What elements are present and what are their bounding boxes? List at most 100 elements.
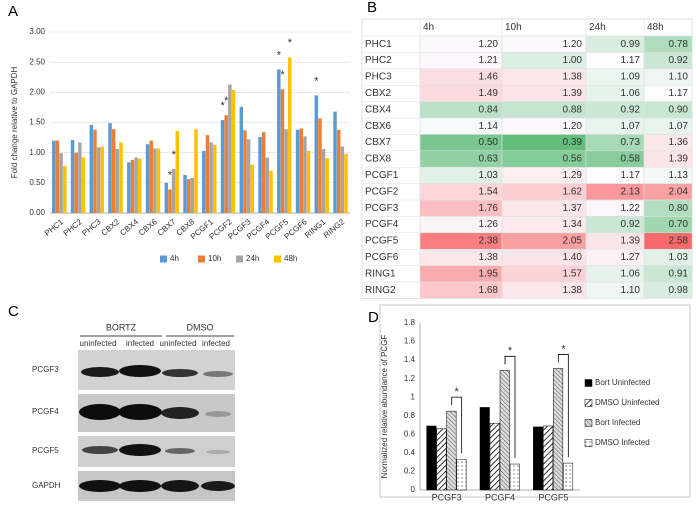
cell-value: 1.09 bbox=[621, 72, 641, 83]
legend-label: 4h bbox=[170, 254, 179, 263]
bar bbox=[108, 123, 112, 213]
blot-row-label: PCGF4 bbox=[32, 407, 59, 416]
y-tick-label: 0.00 bbox=[29, 208, 45, 217]
legend-label: Bort Infected bbox=[595, 418, 640, 427]
significance-mark: * bbox=[221, 100, 226, 112]
legend-swatch bbox=[160, 255, 167, 263]
legend-swatch bbox=[584, 399, 593, 407]
legend-swatch bbox=[236, 255, 243, 263]
cell-value: 0.99 bbox=[621, 39, 641, 50]
significance-mark: * bbox=[168, 169, 173, 181]
bar bbox=[228, 84, 232, 214]
cell-value: 1.49 bbox=[479, 88, 499, 99]
y-axis-label: Normalized relative abundance of PCGF bbox=[380, 335, 389, 479]
cell-value: 1.62 bbox=[563, 186, 583, 197]
cell-value: 1.10 bbox=[669, 72, 689, 83]
cell-value: 1.38 bbox=[563, 285, 583, 296]
cell-value: 2.05 bbox=[563, 236, 583, 247]
bar bbox=[190, 178, 195, 213]
bar bbox=[224, 115, 228, 213]
cell-value: 0.39 bbox=[563, 137, 583, 148]
cell-value: 0.70 bbox=[669, 219, 689, 230]
cell-value: 1.29 bbox=[563, 170, 583, 181]
cell-value: 1.26 bbox=[479, 219, 499, 230]
bar bbox=[303, 136, 307, 213]
row-header: PCGF6 bbox=[365, 252, 399, 263]
cell-value: 1.95 bbox=[479, 268, 499, 279]
panel-label: C bbox=[8, 303, 19, 320]
bar bbox=[479, 407, 490, 491]
row-header: RING1 bbox=[365, 268, 396, 279]
bar bbox=[321, 149, 326, 213]
row-header: PCGF2 bbox=[365, 186, 399, 197]
legend-swatch bbox=[198, 255, 205, 263]
bar bbox=[340, 146, 345, 213]
bar bbox=[183, 174, 187, 213]
significance-bracket bbox=[557, 354, 569, 458]
cell-value: 1.07 bbox=[621, 121, 641, 132]
row-header: PCGF4 bbox=[365, 219, 399, 230]
bar bbox=[314, 95, 319, 213]
bar bbox=[426, 425, 437, 491]
bar bbox=[52, 140, 56, 213]
bar bbox=[111, 129, 116, 213]
cell-value: 1.40 bbox=[563, 252, 583, 263]
significance-mark: * bbox=[314, 75, 319, 87]
cell-value: 1.06 bbox=[621, 268, 641, 279]
bar bbox=[119, 142, 123, 213]
cell-value: 1.39 bbox=[563, 88, 583, 99]
bar bbox=[70, 139, 75, 213]
cell-value: 1.38 bbox=[479, 252, 499, 263]
legend-label: 10h bbox=[208, 254, 221, 263]
bar bbox=[489, 422, 500, 491]
bar bbox=[239, 106, 244, 213]
bar bbox=[205, 135, 210, 213]
row-header: RING2 bbox=[365, 285, 396, 296]
cell-value: 0.91 bbox=[669, 268, 689, 279]
bar bbox=[130, 159, 135, 213]
cell-value: 1.39 bbox=[621, 236, 641, 247]
cell-value: 1.10 bbox=[621, 285, 641, 296]
cell-value: 1.27 bbox=[621, 252, 641, 263]
significance-mark: * bbox=[561, 343, 566, 355]
bar bbox=[74, 152, 78, 213]
blot-row-label: PCGF3 bbox=[32, 365, 59, 374]
blot-row-label: PCGF5 bbox=[32, 446, 59, 455]
legend-swatch bbox=[584, 419, 593, 427]
cell-value: 0.78 bbox=[669, 39, 689, 50]
cell-value: 1.03 bbox=[669, 252, 689, 263]
row-header: PHC3 bbox=[365, 72, 392, 83]
y-tick-label: 1.4 bbox=[404, 355, 416, 364]
bar bbox=[138, 158, 142, 213]
bar bbox=[553, 368, 564, 491]
y-tick-label: 0.2 bbox=[404, 467, 416, 476]
bar bbox=[261, 132, 266, 213]
bar bbox=[246, 139, 251, 213]
y-tick-label: 1.6 bbox=[404, 337, 416, 346]
lane-label: uninfected bbox=[80, 339, 117, 348]
cell-value: 1.13 bbox=[669, 170, 689, 181]
bar bbox=[269, 170, 273, 213]
bar bbox=[171, 168, 176, 213]
y-tick-label: 2.00 bbox=[29, 87, 45, 96]
bar bbox=[202, 150, 206, 213]
row-header: CBX6 bbox=[365, 121, 392, 132]
cell-value: 1.36 bbox=[669, 137, 689, 148]
group-label: DMSO bbox=[187, 322, 214, 332]
cell-value: 0.92 bbox=[621, 104, 641, 115]
row-header: PCGF5 bbox=[365, 236, 399, 247]
y-tick-label: 3.00 bbox=[29, 27, 45, 36]
legend-label: Bort Uninfected bbox=[595, 378, 650, 387]
column-header: 24h bbox=[589, 22, 606, 33]
row-header: CBX8 bbox=[365, 154, 392, 165]
western-blot bbox=[78, 335, 235, 501]
bar bbox=[288, 57, 292, 214]
significance-mark: * bbox=[277, 49, 282, 61]
bar bbox=[186, 179, 191, 213]
cell-value: 1.06 bbox=[621, 88, 641, 99]
legend-label: 24h bbox=[246, 254, 259, 263]
legend-label: 48h bbox=[284, 254, 297, 263]
bar bbox=[153, 148, 157, 213]
bar bbox=[175, 130, 180, 213]
cell-value: 0.90 bbox=[669, 104, 689, 115]
